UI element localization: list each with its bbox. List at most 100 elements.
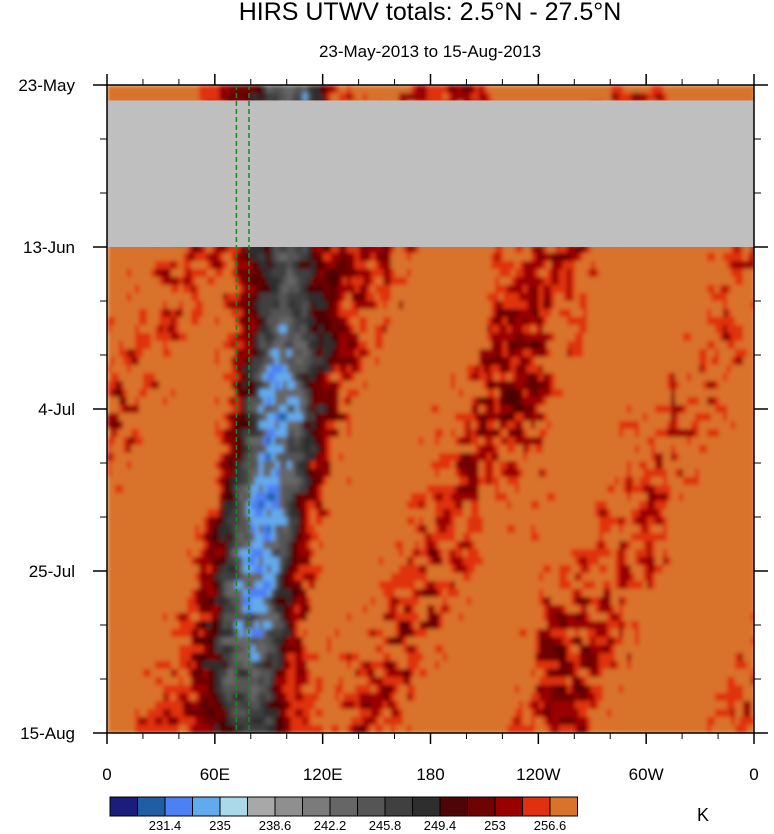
- heatmap-cell: [263, 93, 268, 102]
- heatmap-cell: [155, 269, 160, 278]
- heatmap-cell: [747, 309, 752, 318]
- heatmap-cell: [131, 85, 136, 94]
- heatmap-cell: [511, 253, 516, 262]
- heatmap-cell: [351, 317, 356, 326]
- heatmap-cell: [647, 85, 652, 94]
- heatmap-cell: [423, 93, 428, 102]
- heatmap-cell: [291, 301, 296, 310]
- heatmap-cell: [375, 245, 380, 254]
- heatmap-cell: [183, 309, 188, 318]
- heatmap-cell: [547, 269, 552, 278]
- heatmap-cell: [739, 85, 744, 94]
- heatmap-cell: [215, 245, 220, 254]
- heatmap-cell: [415, 293, 420, 302]
- heatmap-cell: [467, 293, 472, 302]
- heatmap-cell: [359, 301, 364, 310]
- heatmap-cell: [295, 301, 300, 310]
- heatmap-cell: [447, 285, 452, 294]
- heatmap-cell: [535, 301, 540, 310]
- heatmap-cell: [419, 293, 424, 302]
- heatmap-cell: [499, 285, 504, 294]
- heatmap-cell: [607, 269, 612, 278]
- heatmap-cell: [203, 317, 208, 326]
- heatmap-cell: [563, 269, 568, 278]
- heatmap-cell: [639, 293, 644, 302]
- heatmap-cell: [283, 253, 288, 262]
- heatmap-cell: [283, 261, 288, 270]
- heatmap-cell: [407, 317, 412, 326]
- heatmap-cell: [675, 317, 680, 326]
- heatmap-cell: [267, 301, 272, 310]
- heatmap-cell: [703, 301, 708, 310]
- heatmap-cell: [331, 277, 336, 286]
- heatmap-cell: [595, 309, 600, 318]
- heatmap-cell: [479, 85, 484, 94]
- heatmap-cell: [583, 325, 588, 334]
- heatmap-cell: [471, 93, 476, 102]
- heatmap-cell: [691, 253, 696, 262]
- heatmap-cell: [299, 245, 304, 254]
- heatmap-cell: [551, 253, 556, 262]
- heatmap-cell: [391, 85, 396, 94]
- heatmap-cell: [139, 285, 144, 294]
- heatmap-cell: [631, 245, 636, 254]
- heatmap-cell: [459, 93, 464, 102]
- heatmap-cell: [411, 269, 416, 278]
- heatmap-cell: [159, 309, 164, 318]
- heatmap-cell: [131, 309, 136, 318]
- heatmap-cell: [727, 277, 732, 286]
- heatmap-cell: [207, 261, 212, 270]
- heatmap-cell: [443, 309, 448, 318]
- heatmap-cell: [735, 269, 740, 278]
- heatmap-cell: [167, 93, 172, 102]
- heatmap-cell: [151, 277, 156, 286]
- heatmap-cell: [691, 277, 696, 286]
- heatmap-cell: [511, 277, 516, 286]
- heatmap-cell: [443, 269, 448, 278]
- heatmap-cell: [315, 301, 320, 310]
- heatmap-cell: [711, 285, 716, 294]
- heatmap-cell: [407, 325, 412, 334]
- heatmap-cell: [671, 285, 676, 294]
- heatmap-cell: [695, 285, 700, 294]
- heatmap-cell: [563, 293, 568, 302]
- heatmap-cell: [447, 269, 452, 278]
- heatmap-cell: [315, 285, 320, 294]
- heatmap-cell: [339, 85, 344, 94]
- heatmap-cell: [579, 277, 584, 286]
- heatmap-cell: [139, 261, 144, 270]
- heatmap-cell: [471, 277, 476, 286]
- heatmap-cell: [555, 269, 560, 278]
- heatmap-cell: [335, 309, 340, 318]
- heatmap-cell: [211, 253, 216, 262]
- heatmap-cell: [343, 309, 348, 318]
- heatmap-cell: [551, 261, 556, 270]
- heatmap-cell: [575, 325, 580, 334]
- heatmap-cell: [591, 253, 596, 262]
- heatmap-cell: [687, 285, 692, 294]
- heatmap-cell: [531, 269, 536, 278]
- heatmap-cell: [131, 269, 136, 278]
- heatmap-cell: [751, 261, 754, 270]
- heatmap-cell: [223, 301, 228, 310]
- heatmap-cell: [363, 293, 368, 302]
- heatmap-cell: [735, 293, 740, 302]
- heatmap-cell: [267, 285, 272, 294]
- heatmap-cell: [155, 301, 160, 310]
- heatmap-cell: [667, 269, 672, 278]
- heatmap-cell: [395, 269, 400, 278]
- heatmap-cell: [459, 261, 464, 270]
- heatmap-cell: [187, 309, 192, 318]
- heatmap-cell: [583, 261, 588, 270]
- heatmap-cell: [571, 269, 576, 278]
- heatmap-cell: [611, 293, 616, 302]
- heatmap-cell: [491, 245, 496, 254]
- heatmap-cell: [199, 261, 204, 270]
- heatmap-cell: [263, 309, 268, 318]
- heatmap-cell: [171, 261, 176, 270]
- heatmap-cell: [743, 261, 748, 270]
- heatmap-cell: [291, 277, 296, 286]
- heatmap-cell: [747, 261, 752, 270]
- heatmap-cell: [491, 93, 496, 102]
- heatmap-cell: [479, 325, 484, 334]
